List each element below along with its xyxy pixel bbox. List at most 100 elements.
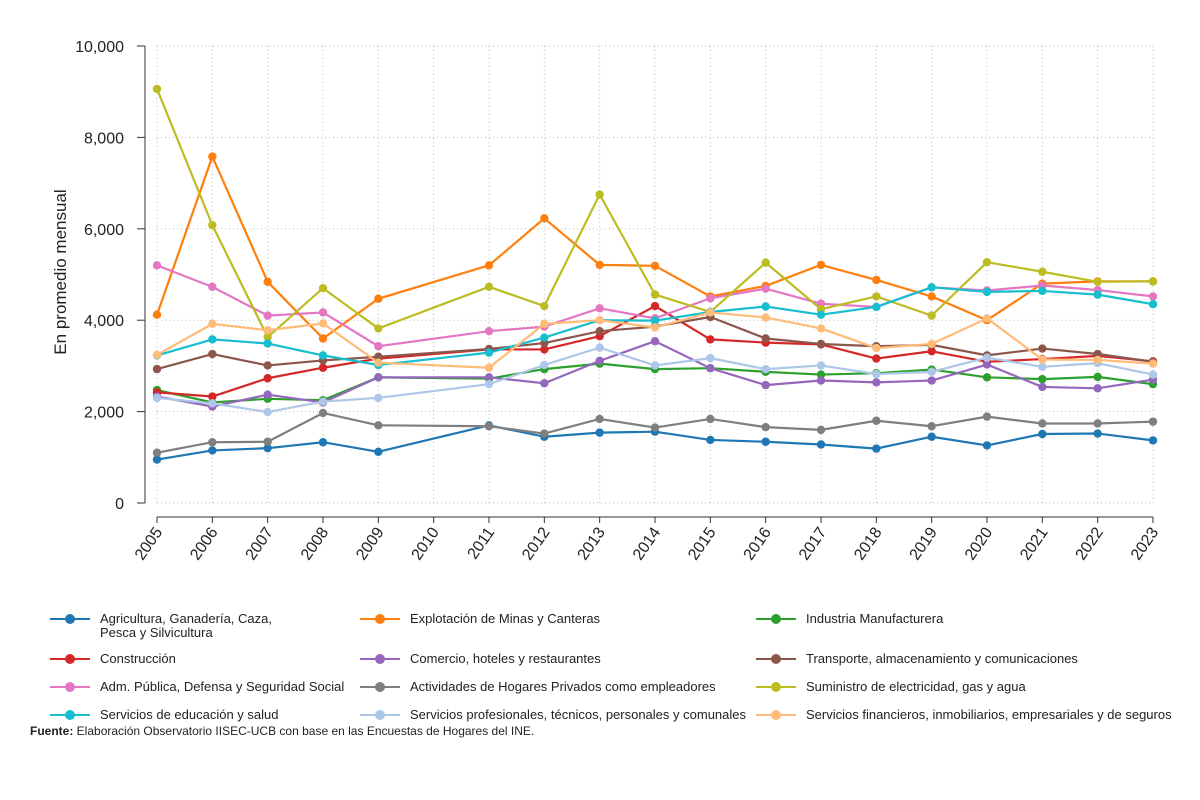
data-point bbox=[318, 284, 328, 293]
data-point bbox=[374, 352, 383, 361]
data-point bbox=[761, 313, 770, 322]
data-point bbox=[152, 364, 162, 374]
data-point bbox=[872, 275, 881, 285]
data-point bbox=[816, 339, 826, 349]
data-point bbox=[650, 316, 660, 325]
legend-label: Agricultura, Ganadería, Caza, Pesca y Si… bbox=[100, 611, 272, 640]
legend-label: Industria Manufacturera bbox=[806, 611, 944, 626]
data-point bbox=[152, 393, 162, 403]
data-point bbox=[872, 343, 881, 353]
data-point bbox=[208, 438, 217, 447]
data-point bbox=[374, 294, 383, 303]
series-line bbox=[156, 362, 1154, 404]
data-point bbox=[927, 432, 936, 441]
data-point bbox=[1038, 267, 1047, 276]
legend-marker bbox=[50, 680, 90, 694]
data-point bbox=[540, 429, 549, 438]
data-point bbox=[872, 416, 881, 425]
x-tick-label: 2016 bbox=[741, 524, 775, 563]
data-point bbox=[816, 324, 826, 333]
data-point bbox=[318, 319, 328, 328]
y-tick-label: 0 bbox=[115, 496, 124, 513]
data-point bbox=[540, 319, 549, 329]
data-point bbox=[208, 152, 217, 161]
data-point bbox=[540, 333, 549, 342]
data-point bbox=[1038, 362, 1047, 372]
data-point bbox=[152, 261, 162, 270]
data-point bbox=[263, 332, 272, 342]
data-point bbox=[1148, 359, 1158, 368]
data-point bbox=[982, 353, 992, 362]
data-point bbox=[374, 342, 383, 351]
legend-marker bbox=[756, 708, 796, 722]
x-tick-label: 2015 bbox=[685, 524, 719, 563]
data-point bbox=[208, 282, 217, 292]
data-point bbox=[208, 349, 217, 359]
data-point bbox=[1148, 436, 1158, 445]
data-point bbox=[872, 444, 881, 453]
data-point bbox=[1148, 277, 1158, 286]
legend-marker bbox=[360, 612, 400, 626]
series-line bbox=[156, 264, 1154, 348]
series-line bbox=[156, 346, 1154, 414]
data-point bbox=[318, 334, 328, 343]
data-point bbox=[706, 308, 715, 317]
data-point bbox=[1093, 429, 1102, 438]
series-5 bbox=[152, 337, 1158, 411]
data-point bbox=[540, 214, 549, 223]
data-point bbox=[927, 347, 936, 356]
data-point bbox=[650, 361, 660, 370]
data-point bbox=[152, 84, 162, 94]
line-chart: 0 2,000 4,000 6,000 8,000 10,000 2005 2006 2007 2… bbox=[51, 39, 1162, 563]
x-tick-label: 2008 bbox=[298, 524, 332, 563]
data-point bbox=[872, 354, 881, 363]
data-point bbox=[650, 323, 660, 332]
legend-label: Comercio, hoteles y restaurantes bbox=[410, 651, 601, 666]
data-point bbox=[263, 407, 272, 417]
data-point bbox=[761, 334, 770, 343]
data-point bbox=[1038, 419, 1047, 428]
data-point bbox=[263, 390, 272, 399]
data-point bbox=[650, 301, 660, 311]
data-point bbox=[263, 339, 272, 348]
data-point bbox=[318, 438, 328, 447]
data-point bbox=[1093, 384, 1102, 393]
data-point bbox=[152, 455, 162, 464]
data-point bbox=[927, 283, 936, 292]
data-point bbox=[650, 261, 660, 271]
data-point bbox=[761, 258, 770, 267]
data-point bbox=[816, 260, 826, 270]
series-9 bbox=[152, 84, 1158, 342]
legend-label: Explotación de Minas y Canteras bbox=[410, 611, 601, 626]
data-point bbox=[484, 363, 494, 372]
y-tick-label: 2,000 bbox=[84, 405, 124, 422]
data-point bbox=[208, 392, 217, 401]
series-line bbox=[156, 311, 1154, 369]
x-tick-label: 2017 bbox=[796, 524, 830, 563]
legend-item: Actividades de Hogares Privados como emp… bbox=[360, 680, 716, 694]
data-point bbox=[982, 441, 992, 450]
x-tick-label: 2018 bbox=[851, 524, 885, 563]
data-point bbox=[540, 360, 549, 370]
legend-item: Suministro de electricidad, gas y agua bbox=[756, 680, 1026, 694]
data-point bbox=[595, 326, 604, 336]
data-point bbox=[816, 376, 826, 385]
data-point bbox=[927, 339, 936, 349]
data-point bbox=[374, 393, 383, 403]
data-point bbox=[374, 358, 383, 367]
legend-item: Servicios financieros, inmobiliarios, em… bbox=[756, 708, 1172, 722]
x-tick-label: 2021 bbox=[1017, 524, 1051, 563]
x-tick-label: 2009 bbox=[353, 524, 387, 563]
data-point bbox=[1038, 382, 1047, 392]
data-point bbox=[982, 257, 992, 267]
data-point bbox=[484, 282, 494, 292]
x-tick-label: 2019 bbox=[907, 524, 941, 563]
data-point bbox=[318, 351, 328, 360]
x-tick-label: 2010 bbox=[409, 524, 443, 563]
y-axis-label: En promedio mensual bbox=[51, 189, 70, 354]
data-point bbox=[318, 363, 328, 372]
x-tick-label: 2011 bbox=[465, 524, 499, 562]
data-point bbox=[595, 343, 604, 352]
data-point bbox=[595, 304, 604, 313]
data-point bbox=[982, 287, 992, 297]
